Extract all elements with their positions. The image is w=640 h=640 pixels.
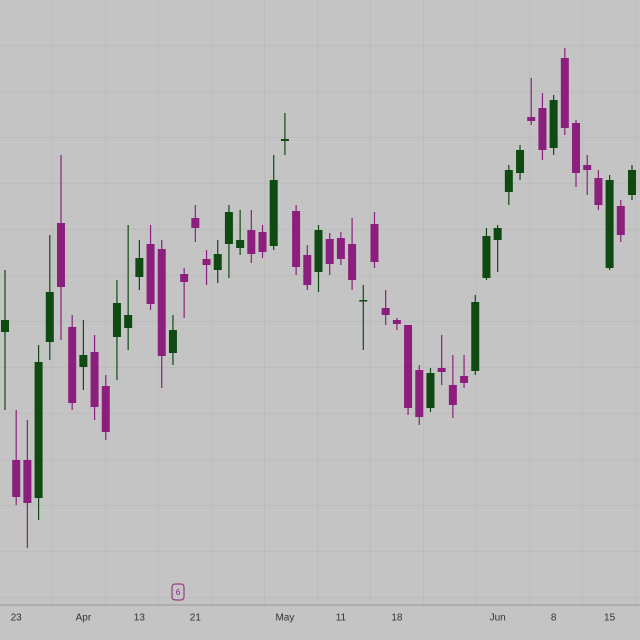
candle-body (325, 239, 334, 264)
candle-body (292, 211, 301, 267)
candle-body (112, 303, 121, 337)
candle-body (90, 352, 99, 407)
candle-body (168, 330, 177, 353)
candle-body (269, 180, 278, 246)
x-tick-label: 23 (11, 613, 23, 624)
candle-body (616, 206, 625, 235)
candle-body (157, 249, 166, 356)
candle-body (280, 139, 289, 141)
candle-body (426, 373, 435, 408)
candle-body (68, 327, 77, 403)
x-tick-label: May (275, 613, 294, 624)
x-tick-label: Apr (76, 613, 92, 624)
candle-body (224, 212, 233, 244)
candle-body (135, 258, 144, 277)
candle-body (516, 150, 525, 173)
x-tick-label: 15 (604, 613, 616, 624)
candle-body (370, 224, 379, 262)
x-tick-label: 18 (391, 613, 403, 624)
candle-body (180, 274, 189, 282)
candle-body (303, 255, 312, 285)
candle-body (471, 302, 480, 371)
candle-body (460, 376, 469, 383)
candle-body (202, 259, 211, 265)
candle-body (56, 223, 65, 287)
candle-body (448, 385, 457, 405)
event-marker[interactable]: 6 (176, 588, 181, 597)
candle-body (482, 236, 491, 278)
candle-body (213, 254, 222, 270)
x-tick-label: Jun (490, 613, 506, 624)
candle-body (12, 460, 21, 497)
candle-body (348, 244, 357, 280)
x-tick-label: 21 (190, 613, 202, 624)
candle-body (258, 232, 267, 252)
candle-body (1, 320, 9, 332)
event-badge-frame[interactable] (171, 583, 185, 601)
candle-body (124, 315, 133, 328)
candle-body (415, 370, 424, 417)
candle-body (101, 386, 110, 432)
candle-body (594, 178, 603, 205)
candle-body (628, 170, 636, 195)
candle-body (146, 244, 155, 304)
candle-body (437, 368, 446, 372)
candle-body (381, 308, 390, 315)
candle-body (549, 100, 558, 148)
candle-body (504, 170, 513, 192)
x-tick-label: 11 (336, 613, 347, 624)
candle-body (236, 240, 245, 248)
candle-body (23, 460, 32, 503)
candle-body (336, 238, 345, 259)
candle-body (392, 320, 401, 324)
candle-body (527, 117, 536, 121)
candle-body (404, 325, 413, 408)
candle-body (34, 362, 43, 498)
candle-body (247, 230, 256, 254)
candle-body (583, 165, 592, 170)
candle-body (314, 230, 323, 272)
candle-body (79, 355, 88, 367)
candle-body (191, 218, 200, 228)
x-tick-label: 8 (551, 613, 557, 624)
plot-background (0, 0, 640, 605)
candle-body (493, 228, 502, 240)
candle-body (45, 292, 54, 342)
candle-body (359, 300, 368, 302)
candle-body (560, 58, 569, 128)
event-badge[interactable]: 6 (171, 583, 185, 601)
candle-body (538, 108, 547, 150)
candle-body (605, 180, 614, 268)
x-tick-label: 13 (134, 613, 146, 624)
candle-body (572, 123, 581, 173)
